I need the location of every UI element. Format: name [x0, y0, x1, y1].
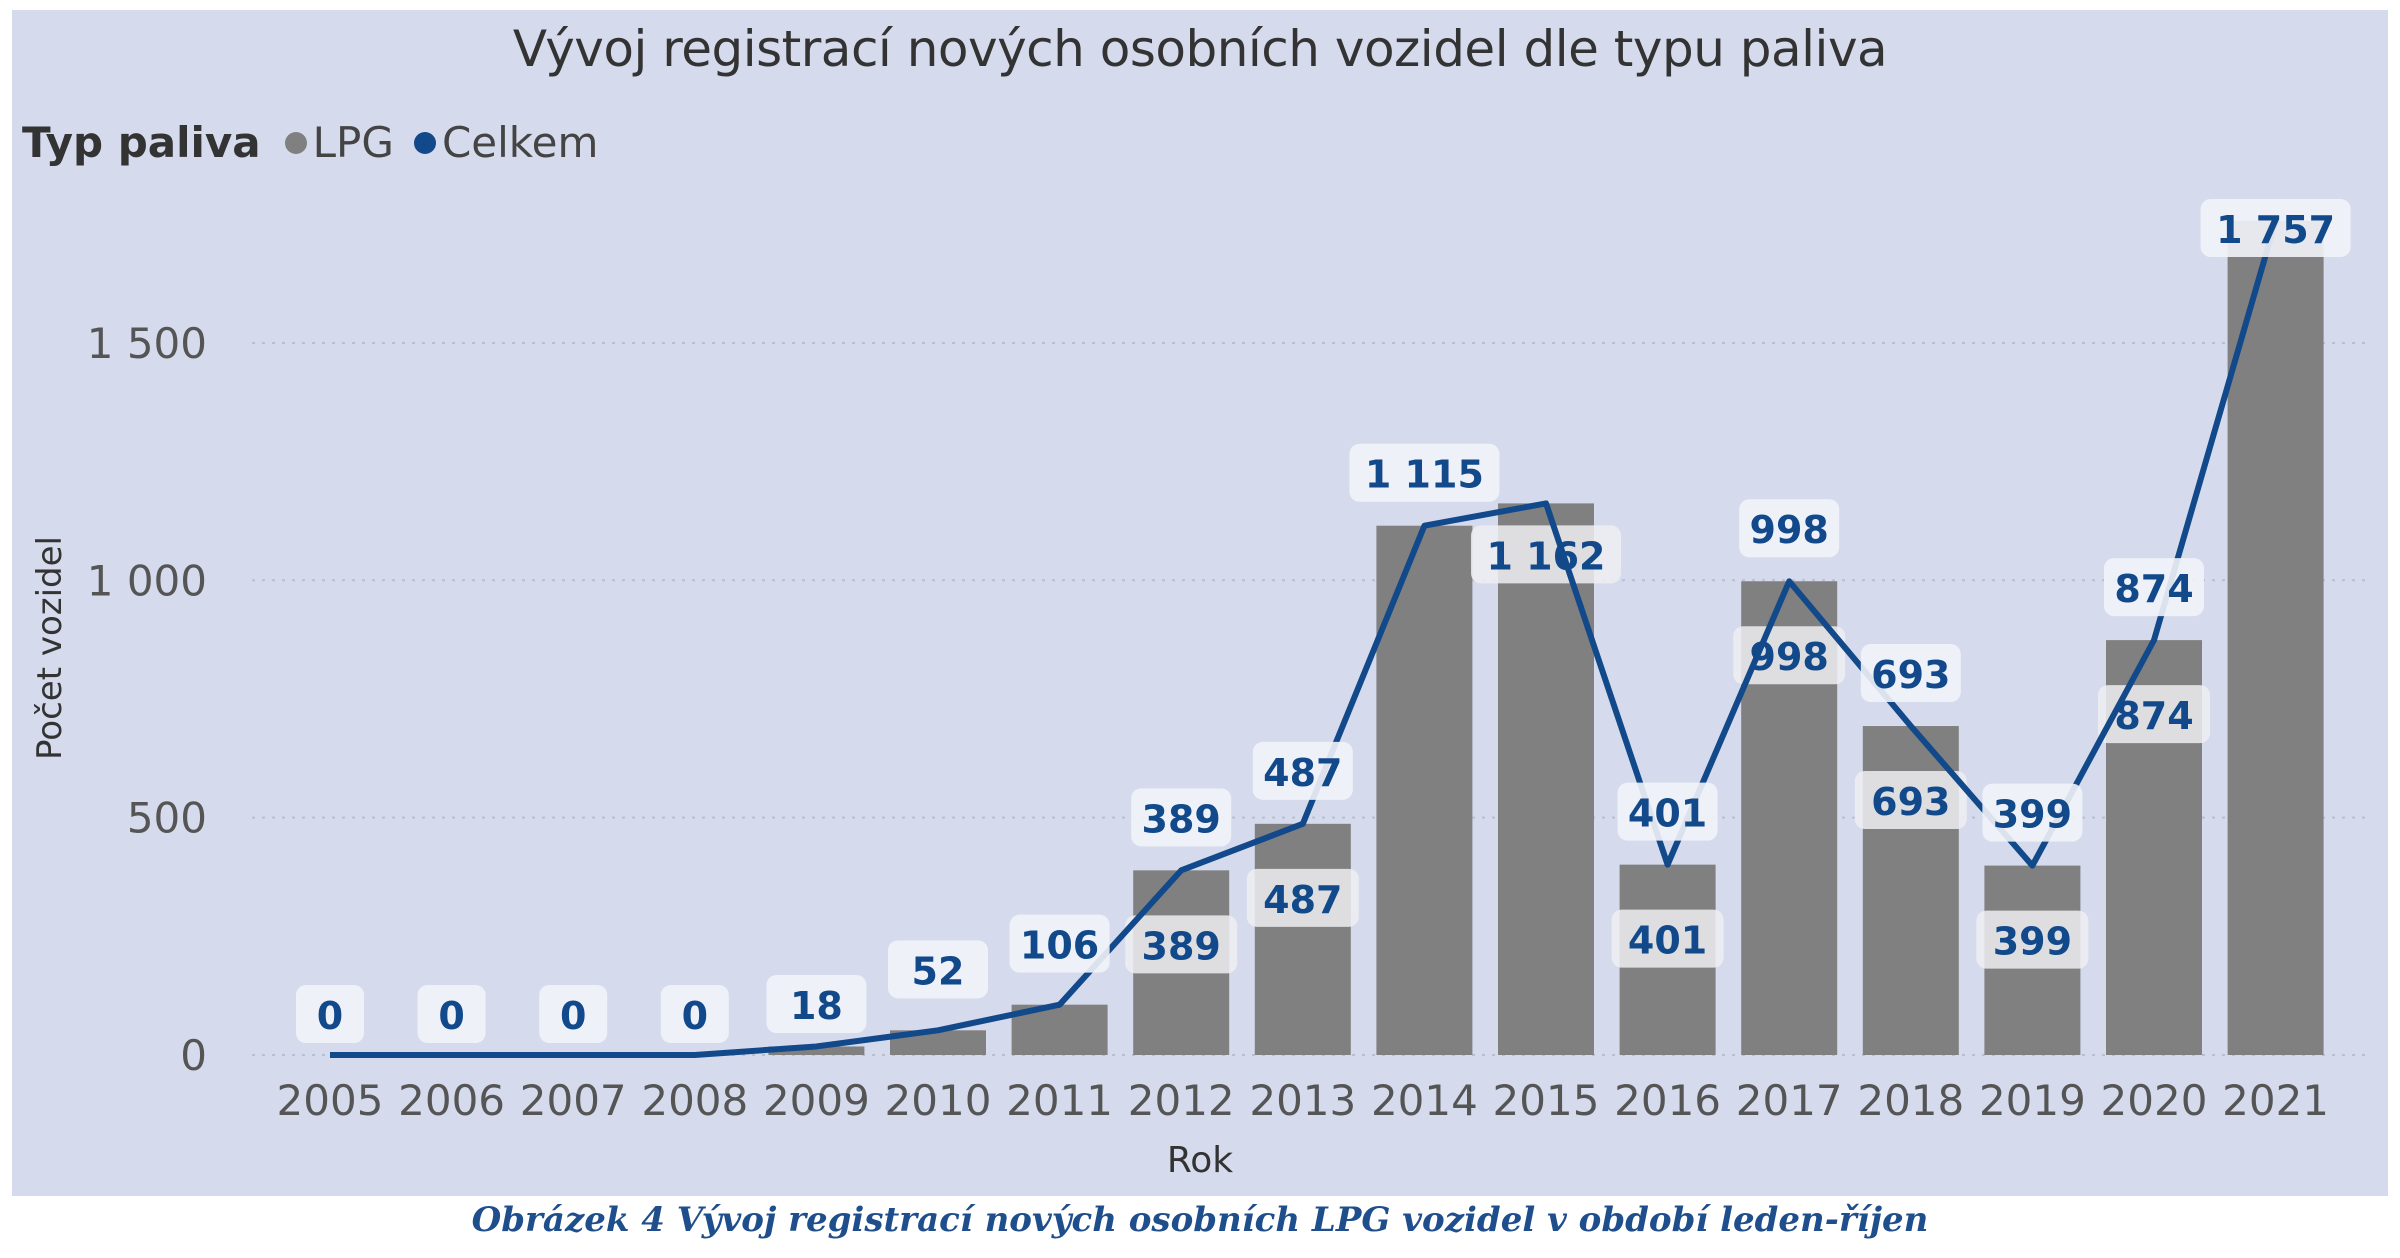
data-label-bg [1009, 914, 1110, 973]
x-tick-label: 2006 [398, 1076, 505, 1125]
x-tick-label: 2014 [1371, 1076, 1478, 1125]
data-label-bg [1860, 644, 1961, 703]
x-tick-label: 2010 [885, 1076, 992, 1125]
data-label-bg [1246, 868, 1359, 927]
data-label-bg [1349, 443, 1500, 502]
line-data-label: 0 [317, 994, 343, 1038]
data-label-bg [2200, 198, 2351, 257]
data-label-bg [766, 975, 867, 1033]
data-label-bg [888, 940, 988, 999]
bar-data-label: 487 [1263, 878, 1342, 922]
line-data-label: 487 [1263, 751, 1342, 795]
bar-lpg[interactable] [2227, 220, 2324, 1056]
line-data-label: 874 [2114, 567, 2193, 611]
data-label-bg [417, 985, 486, 1043]
y-tick-label: 500 [127, 794, 207, 843]
x-tick-label: 2019 [1979, 1076, 2086, 1125]
y-tick-label: 1 500 [87, 319, 207, 368]
legend-label: Celkem [441, 118, 599, 167]
bar-data-label: 693 [1871, 780, 1950, 824]
data-label-bg [1976, 910, 2089, 969]
data-label-bg [1252, 741, 1353, 800]
data-label-bg [2104, 558, 2204, 617]
x-tick-label: 2021 [2222, 1076, 2329, 1125]
bar-data-label: 874 [2114, 694, 2193, 738]
data-label-bg [1739, 499, 1840, 558]
legend-dot-icon [284, 131, 307, 154]
line-data-label: 106 [1020, 924, 1099, 968]
x-tick-label: 2020 [2101, 1076, 2208, 1125]
line-data-label: 1 757 [2216, 208, 2335, 252]
legend-dot-icon [413, 131, 436, 154]
data-label-bg [1131, 788, 1232, 847]
x-tick-label: 2016 [1614, 1076, 1721, 1125]
data-label-bg [1617, 782, 1718, 841]
x-tick-label: 2012 [1128, 1076, 1235, 1125]
line-celkem[interactable] [330, 220, 2279, 1058]
line-data-label: 389 [1142, 797, 1221, 841]
data-label-bg [296, 985, 364, 1043]
bar-data-label: 401 [1628, 919, 1707, 963]
legend: Typ paliva LPG Celkem [22, 118, 618, 167]
bar-lpg[interactable] [768, 1046, 865, 1055]
x-tick-label: 2011 [1006, 1076, 1113, 1125]
legend-item-celkem[interactable]: Celkem [413, 118, 599, 167]
data-label-bg [1471, 525, 1621, 584]
x-axis-title: Rok [1166, 1140, 1234, 1181]
bar-data-label: 389 [1142, 924, 1221, 968]
x-tick-label: 2009 [763, 1076, 870, 1125]
x-tick-label: 2018 [1857, 1076, 1964, 1125]
line-data-label: 998 [1750, 508, 1829, 552]
line-data-label: 0 [682, 994, 708, 1038]
bar-data-label: 1 162 [1487, 534, 1606, 578]
x-tick-label: 2007 [520, 1076, 627, 1125]
x-tick-label: 2015 [1493, 1076, 1600, 1125]
x-tick-label: 2017 [1736, 1076, 1843, 1125]
figure-caption: Obrázek 4 Vývoj registrací nových osobní… [471, 1200, 1929, 1240]
data-label-bg [1125, 915, 1238, 974]
legend-label: LPG [312, 118, 394, 167]
line-data-label: 0 [438, 994, 464, 1038]
x-tick-label: 2008 [641, 1076, 748, 1125]
bar-lpg[interactable] [1498, 503, 1594, 1056]
bar-lpg[interactable] [1376, 525, 1473, 1055]
data-label-bg [1611, 909, 1724, 968]
x-tick-label: 2005 [277, 1076, 384, 1125]
x-tick-label: 2013 [1249, 1076, 1356, 1125]
line-data-label: 52 [912, 949, 965, 993]
line-data-label: 693 [1871, 653, 1950, 697]
line-data-label: 401 [1628, 792, 1707, 836]
data-label-bg [2098, 685, 2210, 744]
line-data-label: 399 [1993, 793, 2072, 837]
chart-title: Vývoj registrací nových osobních vozidel… [512, 20, 1888, 78]
plot-area: 0 500 1 000 1 500 2005 2006 2007 2008 2009 2010 20… [87, 198, 2372, 1125]
data-label-bg [539, 985, 608, 1043]
chart-panel: Vývoj registrací nových osobních vozidel… [12, 10, 2388, 1196]
line-data-label: 0 [560, 994, 586, 1038]
data-label-bg [1982, 783, 2083, 842]
legend-title: Typ paliva [22, 118, 261, 167]
data-label-bg [660, 985, 729, 1043]
line-data-label: 1 115 [1365, 453, 1484, 497]
data-label-bg [1854, 771, 1967, 830]
legend-item-lpg[interactable]: LPG [284, 118, 394, 167]
line-data-label: 18 [790, 984, 843, 1028]
y-tick-label: 0 [180, 1031, 207, 1080]
y-tick-label: 1 000 [87, 556, 207, 605]
bar-lpg[interactable] [1254, 823, 1351, 1055]
bar-data-label: 399 [1993, 920, 2072, 964]
